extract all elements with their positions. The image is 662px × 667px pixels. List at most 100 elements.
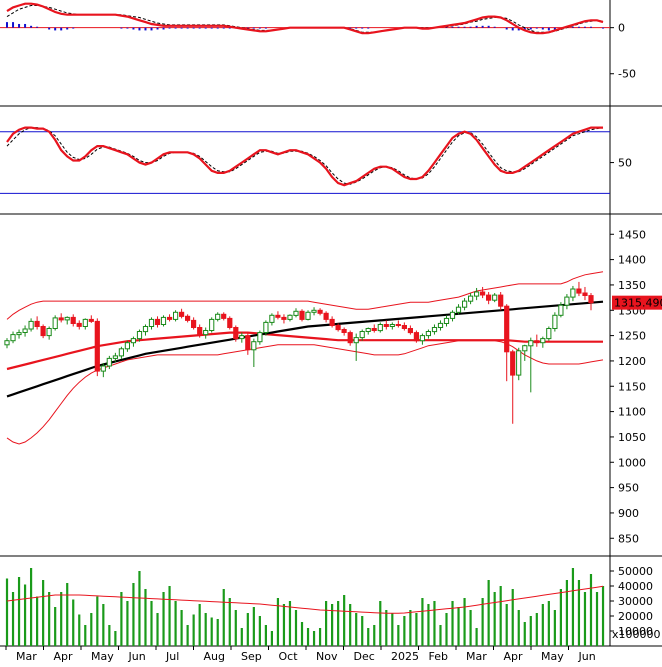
candle-body xyxy=(154,318,161,325)
candle-body xyxy=(323,312,329,320)
candle-body xyxy=(365,328,371,332)
y-tick-label: 1200 xyxy=(618,355,646,368)
y-tick-label: 40000 xyxy=(618,580,653,593)
stoch-d-line xyxy=(6,127,604,185)
candle-body xyxy=(431,327,438,333)
candle-body xyxy=(118,348,125,357)
candle-body xyxy=(588,295,594,304)
x-tick-label: Jun xyxy=(578,650,596,663)
candle-body xyxy=(371,328,377,331)
x-tick-label: Feb xyxy=(429,650,448,663)
candle-body xyxy=(112,355,119,359)
candle-body xyxy=(46,328,52,337)
y-tick-label: 850 xyxy=(618,532,639,545)
y-tick-label: 30000 xyxy=(618,595,653,608)
y-tick-label: 1400 xyxy=(618,254,646,267)
moving-average-black-line xyxy=(6,300,604,398)
candle-body xyxy=(10,334,16,342)
candle-body xyxy=(191,319,197,328)
candle-body xyxy=(160,316,167,325)
candle-body xyxy=(407,328,413,334)
candle-body xyxy=(486,294,492,301)
candle-body xyxy=(148,318,155,327)
candle-body xyxy=(534,340,540,344)
y-tick-label: 1250 xyxy=(618,330,646,343)
candle-body xyxy=(528,340,534,347)
candle-body xyxy=(94,320,100,372)
candle-body xyxy=(582,292,588,296)
y-tick-label: 0 xyxy=(618,22,625,35)
candle-body xyxy=(76,322,82,327)
moving-average-red-line xyxy=(6,331,603,371)
candle-body xyxy=(516,350,522,376)
candle-body xyxy=(16,332,22,336)
candle-body xyxy=(359,331,365,339)
candle-body xyxy=(130,338,137,344)
candle-body xyxy=(167,316,173,320)
candle-body xyxy=(474,291,480,297)
x-tick-label: Apr xyxy=(504,650,524,663)
candle-body xyxy=(221,313,227,319)
x-tick-label: Jun xyxy=(128,650,146,663)
y-tick-label: 50000 xyxy=(618,565,653,578)
y-tick-label: 950 xyxy=(618,482,639,495)
candle-body xyxy=(564,296,570,306)
candle-body xyxy=(173,311,179,320)
candle-body xyxy=(498,294,504,307)
candle-body xyxy=(52,317,58,329)
candle-body xyxy=(305,311,311,320)
y-tick-label: -50 xyxy=(618,68,636,81)
candle-body xyxy=(70,316,76,324)
candle-body xyxy=(570,288,576,298)
candle-body xyxy=(124,342,131,350)
candle-body xyxy=(510,351,516,376)
y-tick-label: 10000 xyxy=(618,625,653,638)
x-tick-label: Mar xyxy=(466,650,487,663)
candle-body xyxy=(215,313,221,320)
candle-body xyxy=(88,318,94,322)
candle-body xyxy=(419,335,425,342)
x-tick-label: May xyxy=(541,650,564,663)
candle-body xyxy=(383,324,389,327)
candle-body xyxy=(449,311,456,319)
volume-average-line xyxy=(6,585,604,614)
candle-body xyxy=(281,316,287,320)
candle-body xyxy=(227,317,233,328)
bollinger-upper-line xyxy=(6,271,604,320)
x-tick-label: Dec xyxy=(354,650,375,663)
bollinger-lower-line xyxy=(6,340,604,445)
stoch-k-line xyxy=(6,126,603,187)
candle-body xyxy=(209,318,215,331)
candle-body xyxy=(311,309,317,313)
x-tick-label: Nov xyxy=(316,650,338,663)
candle-body xyxy=(540,338,546,344)
candle-body xyxy=(329,318,335,326)
candle-body xyxy=(341,329,347,333)
candle-body xyxy=(58,317,64,321)
y-tick-label: 900 xyxy=(618,507,639,520)
y-tick-label: 1450 xyxy=(618,228,646,241)
last-price-box xyxy=(612,295,662,310)
candle-body xyxy=(558,304,564,316)
x-tick-label: May xyxy=(91,650,114,663)
candle-body xyxy=(389,324,395,327)
last-price-label: 1315.490 xyxy=(614,297,662,310)
candle-body xyxy=(269,314,275,323)
candle-body xyxy=(455,306,462,313)
y-tick-label: 1350 xyxy=(618,279,646,292)
y-tick-label: 1000 xyxy=(618,456,646,469)
y-tick-label: 1050 xyxy=(618,431,646,444)
candle-body xyxy=(275,314,281,318)
candle-body xyxy=(251,341,257,351)
candle-body xyxy=(377,324,383,332)
candle-body xyxy=(462,300,468,308)
y-tick-label: 20000 xyxy=(618,610,653,623)
candle-body xyxy=(413,332,419,342)
candle-body xyxy=(40,326,46,337)
candle-body xyxy=(443,317,450,324)
candle-body xyxy=(335,325,341,331)
candle-body xyxy=(106,357,112,367)
candle-body xyxy=(239,335,245,340)
